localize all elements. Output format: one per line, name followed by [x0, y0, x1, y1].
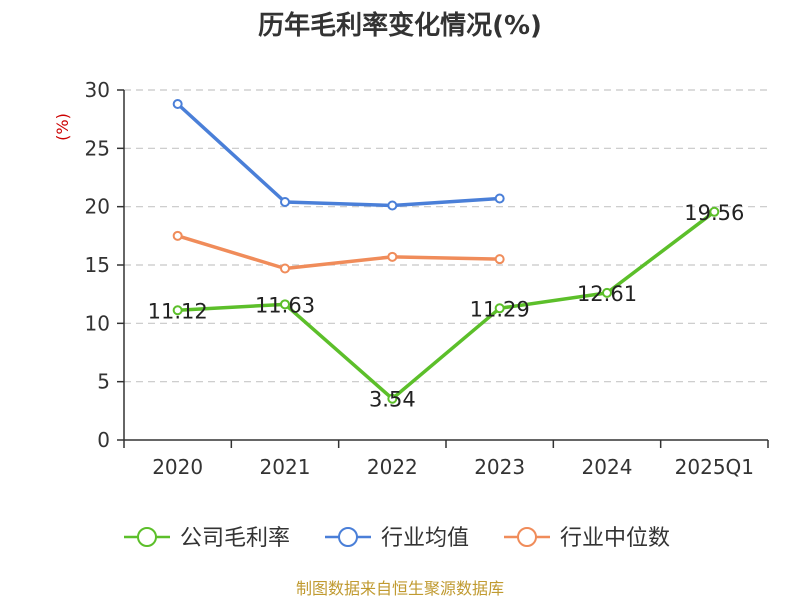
series-line-2: [177, 234, 500, 271]
series-lines: [172, 99, 720, 404]
y-tick-label: 10: [85, 311, 110, 335]
chart-title: 历年毛利率变化情况(%): [258, 10, 542, 41]
data-point-0: [602, 287, 612, 298]
data-label: 11.29: [470, 297, 530, 321]
y-tick-label: 25: [85, 136, 110, 160]
y-tick-label: 5: [97, 370, 110, 394]
data-label: 11.12: [148, 299, 208, 323]
data-label: 3.54: [369, 388, 416, 412]
data-point-0: [172, 305, 183, 316]
y-tick-label: 30: [85, 78, 110, 102]
data-point-1: [387, 200, 398, 211]
data-point-1: [172, 99, 183, 109]
legend-marker-0: [137, 527, 157, 547]
x-tick-label: 2021: [260, 455, 311, 479]
source-note: 制图数据来自恒生聚源数据库: [296, 579, 504, 598]
data-label: 19.56: [684, 201, 744, 225]
legend-label-1: 行业均值: [381, 526, 469, 551]
x-tick-label: 2023: [474, 455, 525, 479]
data-label: 12.61: [577, 282, 637, 306]
data-point-1: [494, 193, 505, 204]
data-label: 11.63: [255, 293, 315, 317]
legend-label-0: 公司毛利率: [180, 526, 290, 551]
data-point-0: [280, 299, 290, 310]
data-point-2: [172, 230, 183, 241]
grid-lines: [124, 89, 768, 383]
y-tick-label: 0: [97, 428, 110, 452]
axes: 0 5 10 15 20 25 30 2020 2021 2022 2023 2024 2025Q1: [85, 78, 769, 479]
x-tick-label: 2020: [152, 455, 203, 479]
data-point-0: [387, 393, 398, 404]
legend-label-2: 行业中位数: [560, 526, 670, 551]
legend-marker-2: [517, 527, 537, 547]
data-point-1: [280, 197, 290, 207]
data-labels: 11.12 11.63 3.54 11.29 12.61 19.56: [148, 201, 745, 412]
x-tick-label: 2024: [582, 455, 633, 479]
data-point-0: [709, 206, 720, 217]
data-point-2: [494, 254, 505, 265]
series-line-0: [177, 210, 716, 401]
series-line-1: [176, 102, 500, 208]
legend-marker-1: [338, 527, 358, 547]
x-tick-label: 2025Q1: [675, 455, 754, 479]
data-point-2: [387, 251, 398, 262]
data-point-2: [280, 263, 290, 274]
x-tick-label: 2022: [367, 455, 418, 479]
legend: 公司毛利率 行业均值 行业中位数: [124, 526, 670, 551]
data-point-0: [494, 303, 505, 314]
y-tick-label: 15: [85, 253, 110, 277]
y-tick-label: 20: [85, 195, 110, 219]
y-axis-unit-label: (%): [53, 113, 72, 141]
